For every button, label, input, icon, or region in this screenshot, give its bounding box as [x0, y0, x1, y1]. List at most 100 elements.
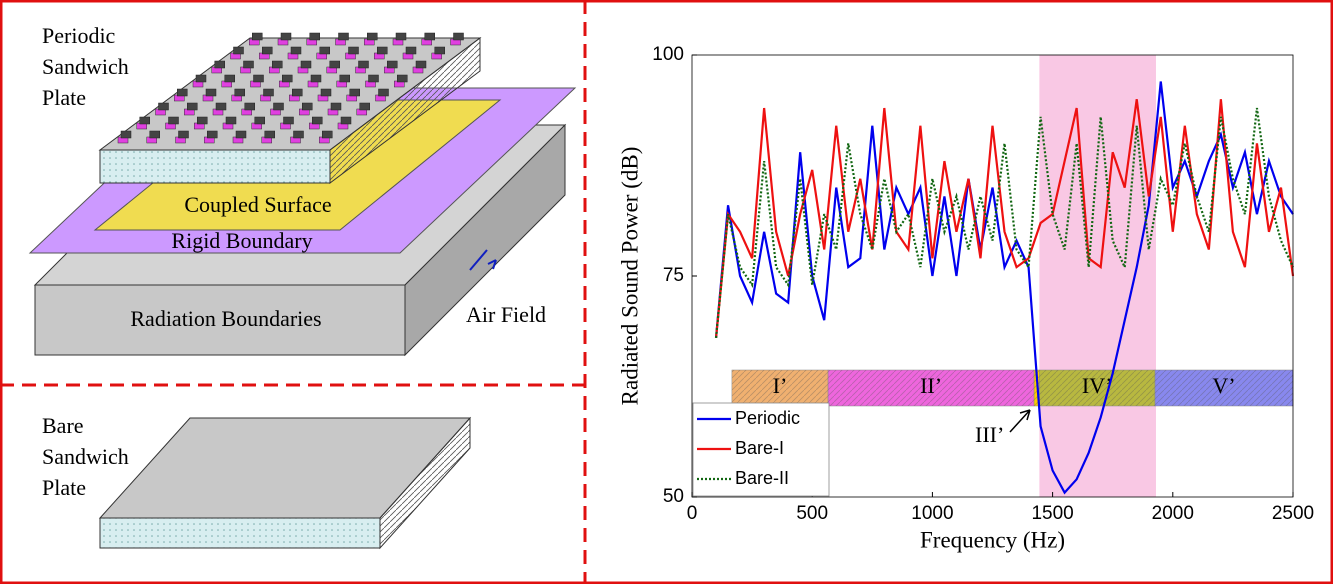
bump [177, 88, 188, 97]
label: Sandwich [42, 444, 129, 469]
y-tick-label: 75 [663, 265, 684, 286]
label: Sandwich [42, 54, 129, 79]
bump [235, 130, 247, 139]
bump [339, 74, 350, 83]
bump [244, 102, 255, 111]
region-label: III’ [975, 422, 1004, 447]
bump [158, 102, 169, 111]
arrow [469, 249, 488, 271]
bump [273, 102, 284, 111]
bump [168, 116, 179, 125]
bump [368, 74, 379, 83]
bump [367, 32, 378, 41]
bump [262, 46, 273, 55]
bump [243, 60, 254, 69]
bump [264, 130, 275, 139]
region-texture [731, 370, 829, 406]
x-tick-label: 2000 [1152, 503, 1194, 524]
bump [293, 130, 304, 139]
bare-plate [98, 416, 472, 550]
bump [329, 60, 340, 69]
bump [378, 88, 389, 97]
bump [197, 116, 208, 125]
bump [302, 102, 313, 111]
label: Radiation Boundaries [130, 306, 321, 331]
bump [300, 60, 312, 69]
bump [254, 116, 265, 125]
bump [224, 74, 235, 83]
bump [195, 74, 207, 83]
bump [205, 88, 217, 97]
bump [283, 116, 294, 125]
series-line [714, 99, 1295, 338]
bump [309, 32, 320, 41]
x-tick-label: 1000 [911, 503, 953, 524]
label: Plate [42, 475, 86, 500]
x-tick-label: 0 [687, 503, 698, 524]
arrow-head [487, 259, 497, 270]
label: Periodic [42, 23, 116, 48]
bump [252, 32, 263, 41]
bump [319, 46, 330, 55]
bump [348, 46, 359, 55]
bump [149, 130, 160, 139]
label: Plate [42, 85, 86, 110]
bump [330, 102, 342, 111]
label: Air Field [466, 302, 546, 327]
bump [359, 102, 370, 111]
y-tick-label: 100 [652, 44, 684, 65]
label: Bare [42, 413, 84, 438]
bump [207, 130, 218, 139]
bump [340, 116, 352, 125]
bump [312, 116, 323, 125]
region-label: I’ [773, 373, 788, 398]
region-label: II’ [920, 373, 942, 398]
annotation-arrow [1009, 409, 1031, 433]
x-axis-label: Frequency (Hz) [920, 527, 1065, 552]
periodic-plate [98, 32, 482, 184]
x-tick-label: 1500 [1031, 503, 1073, 524]
bump [263, 88, 274, 97]
bump [234, 88, 245, 97]
x-tick-label: 500 [796, 503, 828, 524]
bump [322, 130, 333, 139]
bump [377, 46, 388, 55]
bump [424, 32, 435, 41]
label: Coupled Surface [184, 192, 331, 217]
region-label: V’ [1212, 373, 1235, 398]
bump [290, 46, 302, 55]
bump [320, 88, 332, 97]
bump [292, 88, 303, 97]
legend-label: Periodic [735, 408, 800, 428]
bump [272, 60, 283, 69]
bump [282, 74, 293, 83]
y-tick-label: 50 [663, 486, 684, 507]
series-line [714, 107, 1295, 338]
y-axis-label: Radiated Sound Power (dB) [617, 147, 642, 406]
bump [310, 74, 322, 83]
bump [415, 60, 427, 69]
bump [338, 32, 349, 41]
bump [214, 60, 225, 69]
bump [253, 74, 264, 83]
bump [405, 46, 417, 55]
bump [187, 102, 198, 111]
bump [453, 32, 464, 41]
bump [120, 130, 132, 139]
bump [397, 74, 408, 83]
bump [178, 130, 189, 139]
chart: I’ II’III’IV’ V’0 500 1000 1500 2000 2500507510… [617, 44, 1314, 552]
bump [225, 116, 237, 125]
bump [233, 46, 244, 55]
region-texture [1039, 370, 1156, 406]
legend-label: Bare-I [735, 438, 784, 458]
x-tick-label: 2500 [1272, 503, 1314, 524]
bump [139, 116, 150, 125]
bump [349, 88, 360, 97]
label: Rigid Boundary [171, 228, 312, 253]
bump [280, 32, 292, 41]
bump [358, 60, 369, 69]
bump [395, 32, 407, 41]
